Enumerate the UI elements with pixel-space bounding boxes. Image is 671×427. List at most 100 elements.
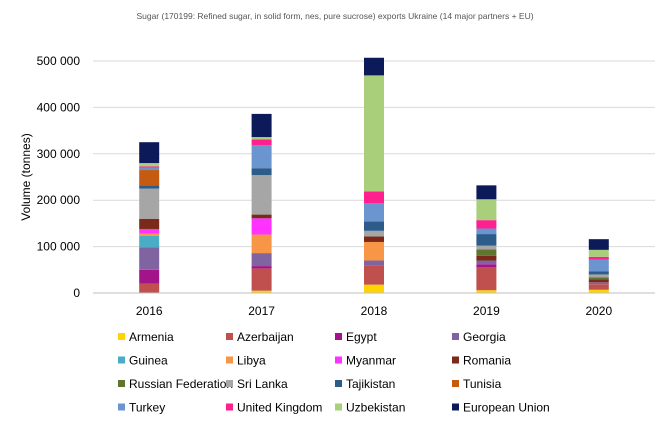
y-tick-label: 100 000 (37, 240, 81, 254)
bar-segment (364, 284, 384, 293)
legend-swatch (118, 333, 125, 340)
y-axis-ticks: 0 100 000 200 000 300 000 400 000 500 000 (37, 54, 81, 300)
bar-segment (364, 221, 384, 231)
legend-swatch (335, 380, 342, 387)
bar-segment (251, 253, 272, 267)
legend-swatch (226, 403, 233, 411)
bar-segment (476, 228, 497, 235)
legend-swatch (335, 356, 342, 364)
bar-segment (588, 256, 609, 260)
bar-segment (476, 290, 497, 293)
legend-label: Romania (463, 354, 511, 368)
bar-segment (139, 142, 160, 164)
legend: Armenia Azerbaijan Egypt Georgia Guinea Libya… (118, 330, 550, 415)
bar-segment (251, 139, 272, 145)
legend-swatch (118, 380, 125, 387)
bar-segment (139, 166, 160, 168)
legend-swatch (226, 356, 233, 364)
bar-segment (588, 249, 609, 257)
legend-label: Tunisia (463, 377, 502, 391)
legend-swatch (452, 380, 459, 387)
bar-segment (588, 239, 609, 250)
bar-segment (139, 235, 160, 248)
legend-swatch (335, 403, 342, 411)
legend-label: Guinea (129, 354, 168, 368)
bar-segment (476, 249, 497, 256)
legend-label: Uzbekistan (346, 401, 405, 415)
bar-segment (364, 75, 384, 192)
bar-segment (251, 175, 272, 215)
legend-label: Sri Lanka (237, 377, 288, 391)
bar-segment (139, 283, 160, 293)
bar-segment (476, 199, 497, 221)
y-tick-label: 500 000 (37, 54, 81, 68)
y-axis-label: Volume (tonnes) (19, 133, 33, 220)
bar-segment (364, 191, 384, 203)
bar-segment (139, 269, 160, 284)
bar-segment (251, 290, 272, 293)
legend-swatch (335, 333, 342, 340)
y-tick-label: 0 (73, 286, 80, 300)
bar-segment (251, 137, 272, 140)
bars (139, 57, 609, 293)
bar-segment (476, 260, 497, 265)
legend-label: Azerbaijan (237, 330, 294, 344)
legend-label: United Kingdom (237, 401, 322, 415)
bar-segment (588, 282, 609, 285)
x-tick-label: 2017 (248, 304, 275, 318)
bar-segment (139, 218, 160, 229)
bar-segment (588, 277, 609, 280)
legend-swatch (226, 380, 233, 387)
chart-title: Sugar (170199: Refined sugar, in solid f… (136, 11, 533, 21)
bar-segment (139, 228, 160, 234)
bar-segment (476, 220, 497, 229)
y-tick-label: 400 000 (37, 100, 81, 114)
bar-segment (364, 236, 384, 242)
legend-label: Libya (237, 354, 266, 368)
bar-segment (251, 268, 272, 291)
legend-label: Egypt (346, 330, 377, 344)
bar-segment (251, 218, 272, 235)
x-tick-label: 2018 (361, 304, 388, 318)
bar-segment (251, 266, 272, 269)
y-tick-label: 200 000 (37, 193, 81, 207)
bar-segment (588, 289, 609, 293)
x-tick-label: 2020 (585, 304, 612, 318)
bar-segment (139, 185, 160, 189)
bar-segment (139, 188, 160, 219)
legend-label: Turkey (129, 401, 165, 415)
bar-segment (364, 260, 384, 266)
legend-label: Georgia (463, 330, 506, 344)
bar-segment (476, 264, 497, 268)
bar-segment (139, 233, 160, 236)
bar-segment (139, 163, 160, 167)
legend-label: Tajikistan (346, 377, 395, 391)
bar-segment (139, 170, 160, 186)
bar-segment (588, 271, 609, 275)
legend-label: Russian Federation (129, 377, 233, 391)
bar-segment (364, 57, 384, 76)
bar-segment (588, 284, 609, 290)
legend-swatch (118, 403, 125, 411)
bar-segment (476, 234, 497, 246)
legend-swatch (118, 356, 125, 364)
legend-swatch (452, 356, 459, 364)
bar-segment (476, 185, 497, 200)
bar-segment (251, 144, 272, 169)
legend-swatch (452, 403, 459, 411)
bar-segment (588, 279, 609, 283)
bar-segment (251, 168, 272, 176)
bar-segment (364, 202, 384, 222)
bar-segment (476, 255, 497, 261)
bar-segment (364, 230, 384, 237)
x-tick-label: 2019 (473, 304, 500, 318)
legend-swatch (226, 333, 233, 340)
bar-segment (251, 113, 272, 138)
bar-segment (588, 274, 609, 278)
x-axis-ticks: 2016 2017 2018 2019 2020 (136, 304, 613, 318)
legend-swatch (452, 333, 459, 340)
bar-segment (364, 265, 384, 285)
bar-segment (251, 214, 272, 219)
